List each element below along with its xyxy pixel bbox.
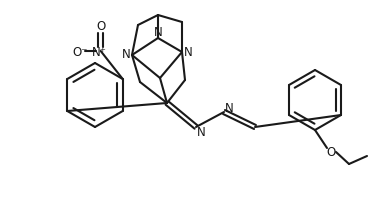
Text: N: N	[196, 126, 205, 138]
Text: O⁻: O⁻	[72, 46, 88, 58]
Text: N: N	[122, 49, 130, 61]
Text: O: O	[327, 146, 335, 158]
Text: O: O	[96, 20, 105, 32]
Text: N⁺: N⁺	[92, 46, 107, 60]
Text: N: N	[184, 46, 192, 58]
Text: N: N	[154, 26, 163, 38]
Text: N: N	[225, 101, 234, 115]
